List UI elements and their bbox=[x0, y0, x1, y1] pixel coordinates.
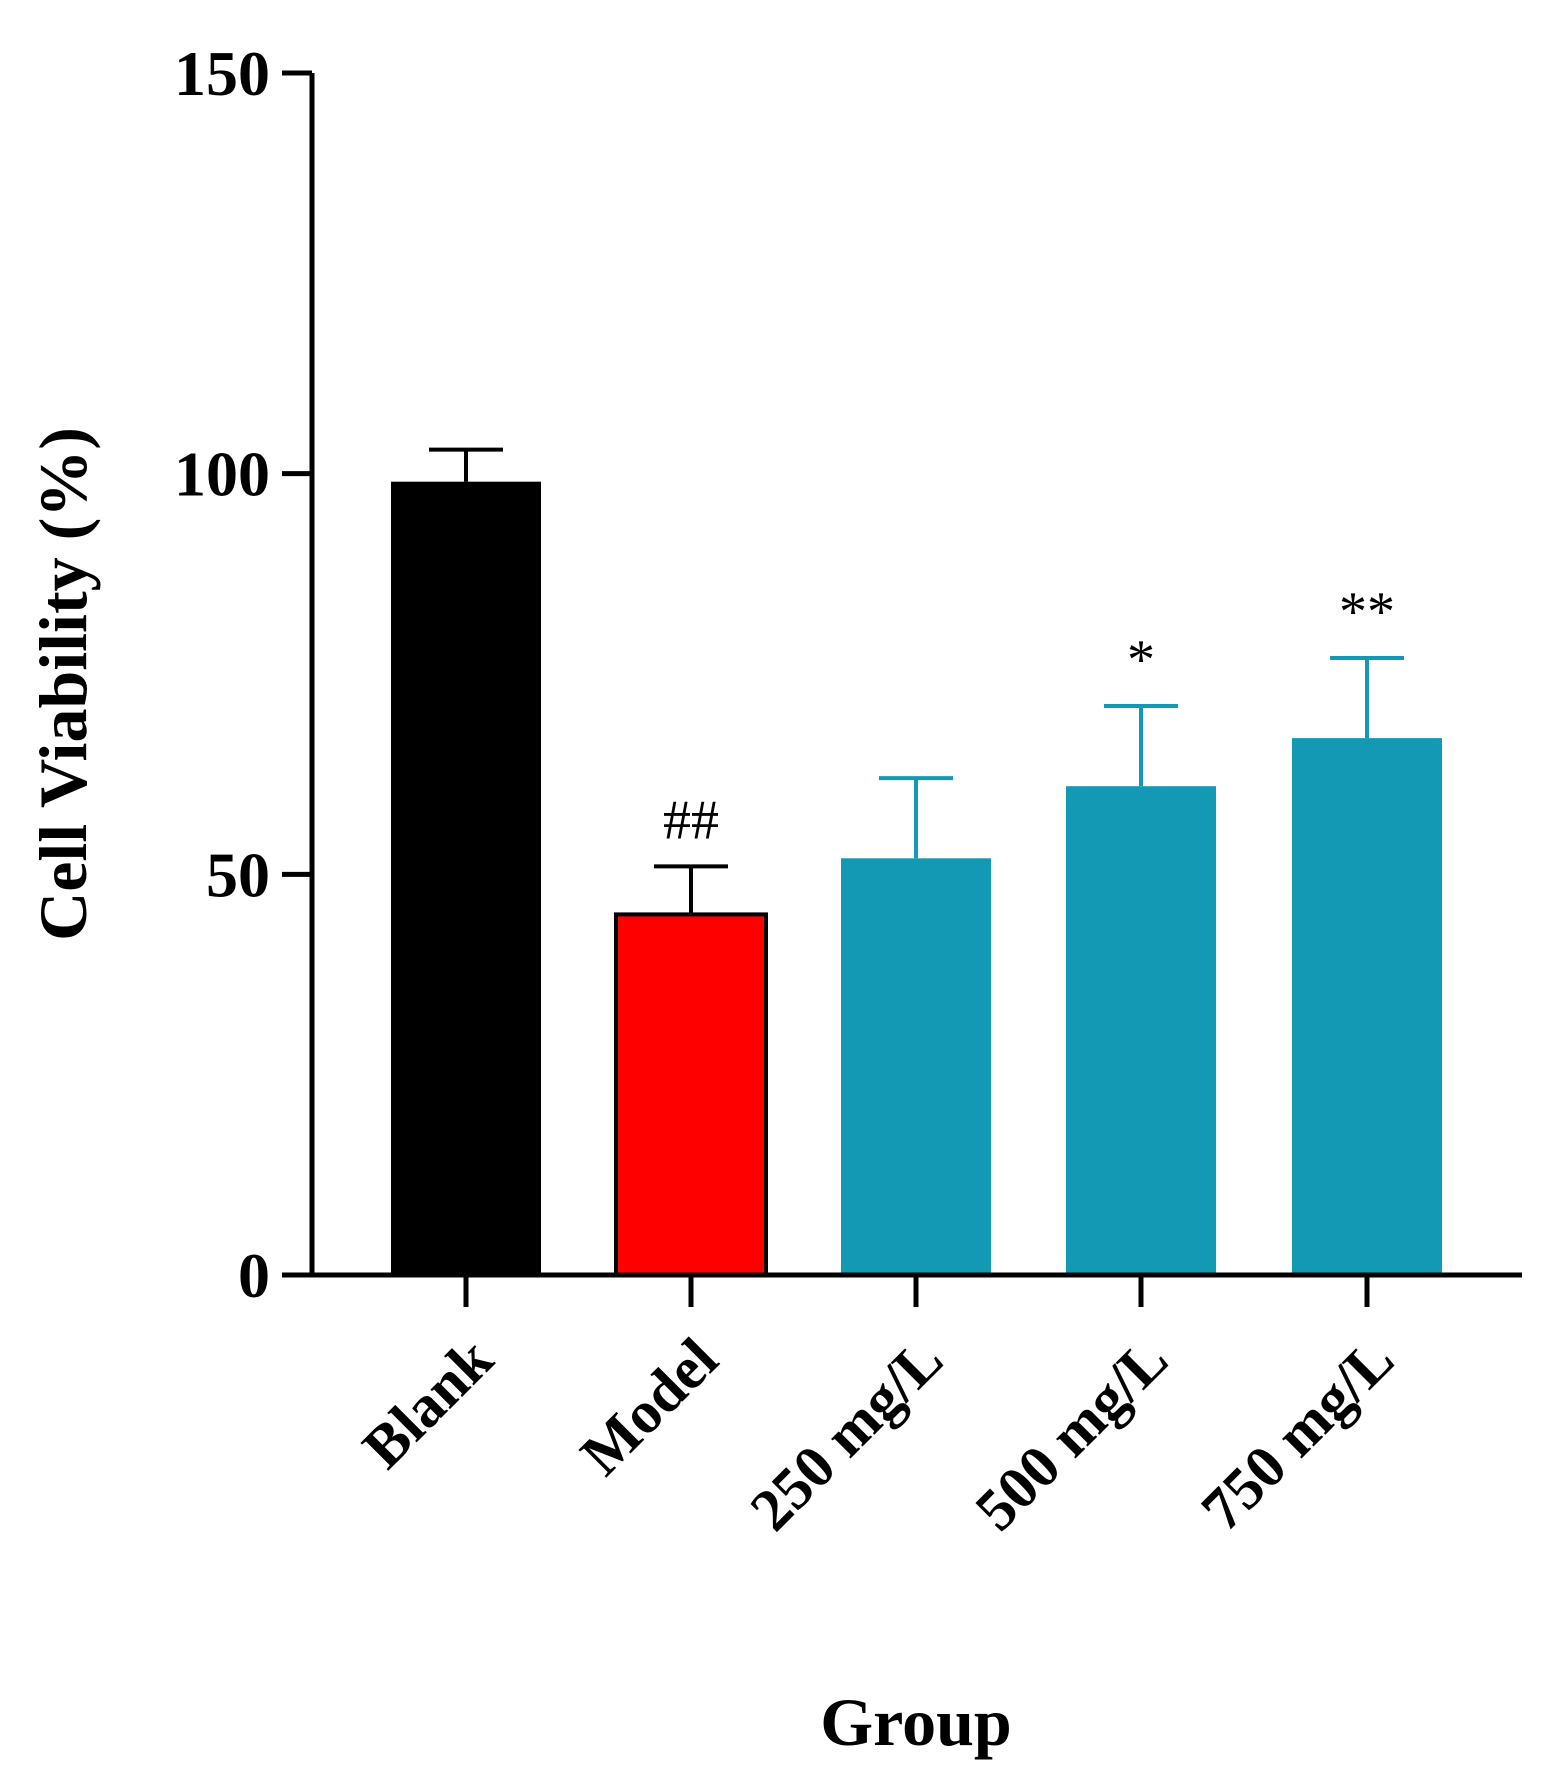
bar-blank bbox=[391, 481, 541, 1275]
bar-750-mg-l bbox=[1292, 738, 1442, 1275]
y-ticks-layer: 0 50 100 150 bbox=[174, 38, 312, 1311]
x-tick-label: Model bbox=[568, 1326, 730, 1488]
y-tick-label: 100 bbox=[174, 439, 270, 510]
bars-layer bbox=[391, 481, 1442, 1278]
y-tick-label: 0 bbox=[238, 1240, 270, 1311]
bar-500-mg-l bbox=[1066, 786, 1216, 1275]
x-tick-label: 250 mg/L bbox=[738, 1326, 956, 1544]
y-tick-label: 50 bbox=[206, 839, 270, 910]
y-axis-title: Cell Viability (%) bbox=[25, 427, 101, 941]
x-axis-title: Group bbox=[820, 1684, 1011, 1760]
x-ticks-layer: Blank Model 250 mg/L 500 mg/L 750 mg/L bbox=[350, 1275, 1406, 1543]
bar-250-mg-l bbox=[841, 858, 991, 1275]
significance-label: * bbox=[1127, 629, 1155, 691]
x-tick-label: 500 mg/L bbox=[963, 1326, 1181, 1544]
y-tick-label: 150 bbox=[174, 38, 270, 109]
significance-label: ** bbox=[1339, 581, 1395, 643]
annotations-layer: ##*** bbox=[663, 581, 1395, 851]
significance-label: ## bbox=[663, 789, 719, 851]
x-tick-label: Blank bbox=[350, 1325, 506, 1481]
bar-model bbox=[614, 912, 768, 1278]
x-tick-label: 750 mg/L bbox=[1189, 1326, 1407, 1544]
error-bars-layer bbox=[429, 447, 1404, 915]
